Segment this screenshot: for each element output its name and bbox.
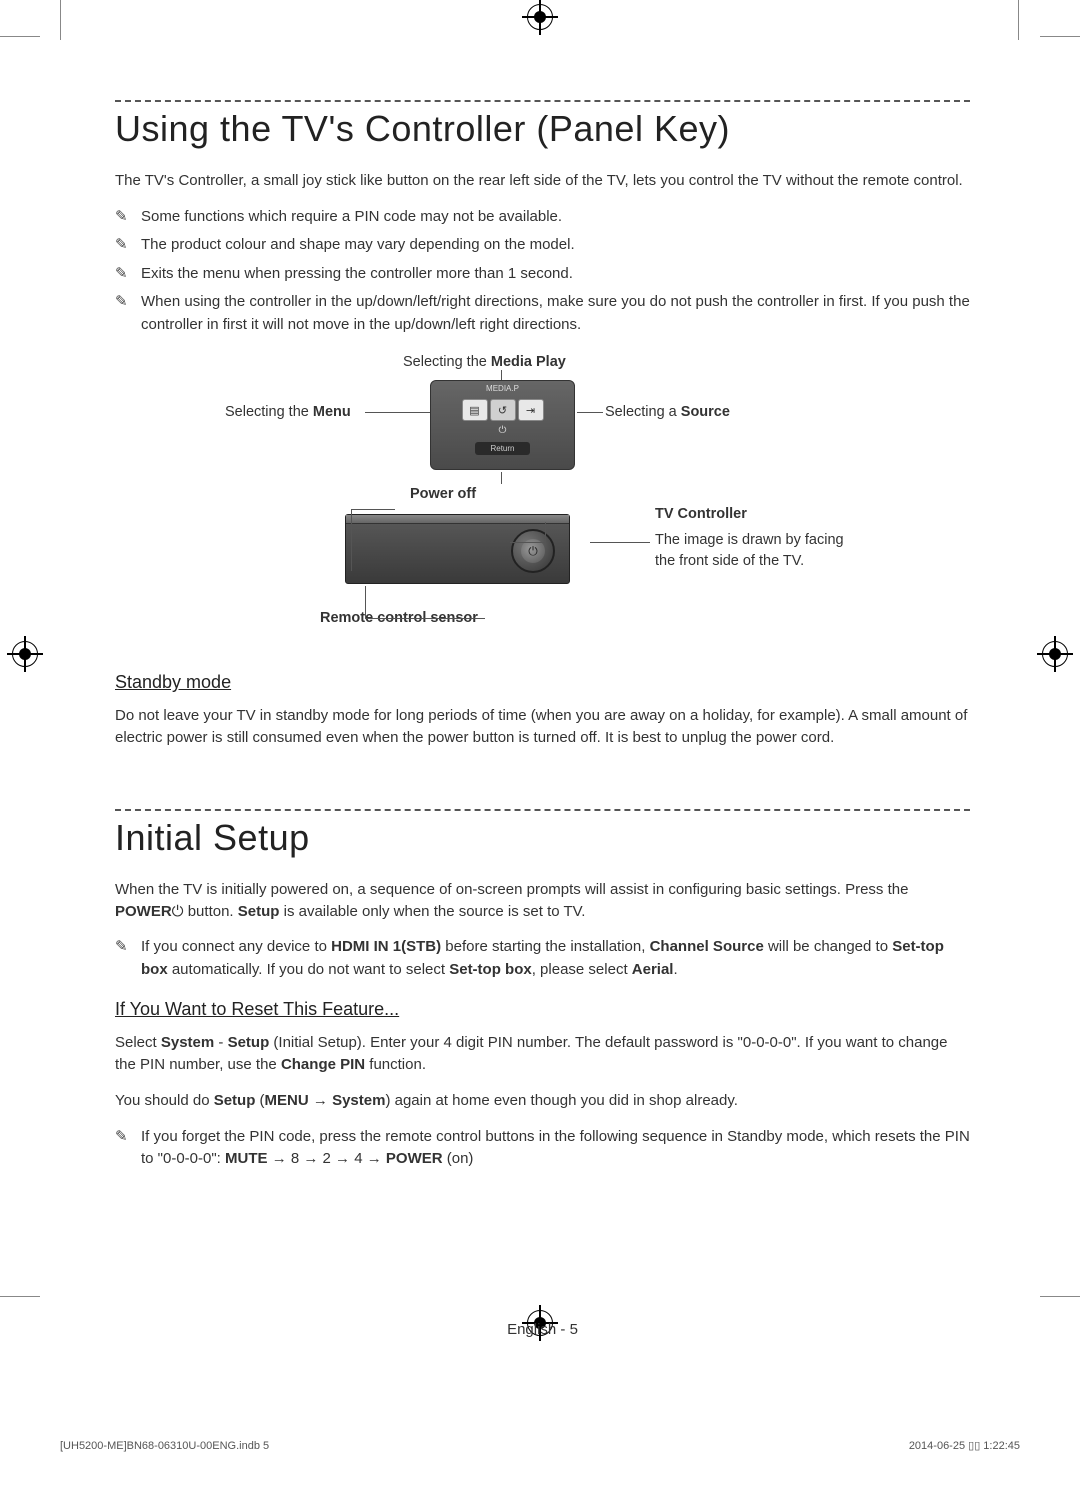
note-item: If you forget the PIN code, press the re… xyxy=(115,1126,970,1171)
label-media-play: Selecting the Media Play xyxy=(403,354,566,370)
connector xyxy=(365,412,430,413)
fn-power-icon: ⏻ xyxy=(431,425,574,436)
note-item: If you connect any device to HDMI IN 1(S… xyxy=(115,936,970,981)
section1-title: Using the TV's Controller (Panel Key) xyxy=(115,108,970,150)
label-power-off: Power off xyxy=(410,486,476,502)
section1-intro: The TV's Controller, a small joy stick l… xyxy=(115,170,970,192)
controller-diagram: Selecting the Media Play Selecting the M… xyxy=(225,354,970,654)
connector xyxy=(510,542,545,543)
note-item: The product colour and shape may vary de… xyxy=(115,234,970,257)
connector xyxy=(501,370,502,380)
standby-text: Do not leave your TV in standby mode for… xyxy=(115,705,970,749)
frame-line xyxy=(0,1296,40,1297)
section2-title: Initial Setup xyxy=(115,817,970,859)
reg-mark-right xyxy=(1042,641,1068,667)
reset-line1: Select System - Setup (Initial Setup). E… xyxy=(115,1032,970,1076)
reg-mark-top xyxy=(527,4,553,30)
reset-line2: You should do Setup (MENU → System) agai… xyxy=(115,1090,970,1112)
page-footer: English - 5 xyxy=(115,1321,970,1338)
tv-controller-button: ⏻ xyxy=(511,529,555,573)
connector xyxy=(351,509,352,571)
connector xyxy=(365,618,485,619)
fn-icon-source: ⇥ xyxy=(518,399,544,421)
fn-return-label: Return xyxy=(475,442,530,455)
reset-heading: If You Want to Reset This Feature... xyxy=(115,999,970,1020)
section-divider xyxy=(115,809,970,811)
frame-line xyxy=(1040,36,1080,37)
note-item: Exits the menu when pressing the control… xyxy=(115,263,970,286)
connector xyxy=(545,522,546,543)
frame-line xyxy=(1018,0,1019,40)
section1-notes: Some functions which require a PIN code … xyxy=(115,206,970,337)
note-item: Some functions which require a PIN code … xyxy=(115,206,970,229)
frame-line xyxy=(0,36,40,37)
connector xyxy=(501,472,502,484)
section2-notes: If you connect any device to HDMI IN 1(S… xyxy=(115,936,970,981)
frame-line xyxy=(1040,1296,1080,1297)
label-tv-controller-desc: The image is drawn by facing the front s… xyxy=(655,530,855,571)
label-menu: Selecting the Menu xyxy=(225,404,351,420)
label-tv-controller: TV Controller xyxy=(655,506,747,522)
tv-body-graphic: ⏻ xyxy=(345,514,570,584)
label-source: Selecting a Source xyxy=(605,404,730,420)
footer-left: [UH5200-ME]BN68-06310U-00ENG.indb 5 xyxy=(60,1440,269,1452)
connector xyxy=(590,542,650,543)
reset-notes: If you forget the PIN code, press the re… xyxy=(115,1126,970,1171)
standby-heading: Standby mode xyxy=(115,672,970,693)
section-divider xyxy=(115,100,970,102)
section2-intro: When the TV is initially powered on, a s… xyxy=(115,879,970,923)
connector xyxy=(365,586,366,618)
frame-line xyxy=(60,0,61,40)
note-item: When using the controller in the up/down… xyxy=(115,291,970,336)
connector xyxy=(577,412,603,413)
connector xyxy=(351,509,395,510)
fn-icon-return: ↺ xyxy=(490,399,516,421)
reg-mark-left xyxy=(12,641,38,667)
footer-right: 2014-06-25 ▯▯ 1:22:45 xyxy=(909,1439,1020,1452)
fn-icon-menu: ▤ xyxy=(462,399,488,421)
fn-media-p: MEDIA.P xyxy=(431,381,574,393)
function-menu-graphic: MEDIA.P ▤ ↺ ⇥ ⏻ Return xyxy=(430,380,575,470)
